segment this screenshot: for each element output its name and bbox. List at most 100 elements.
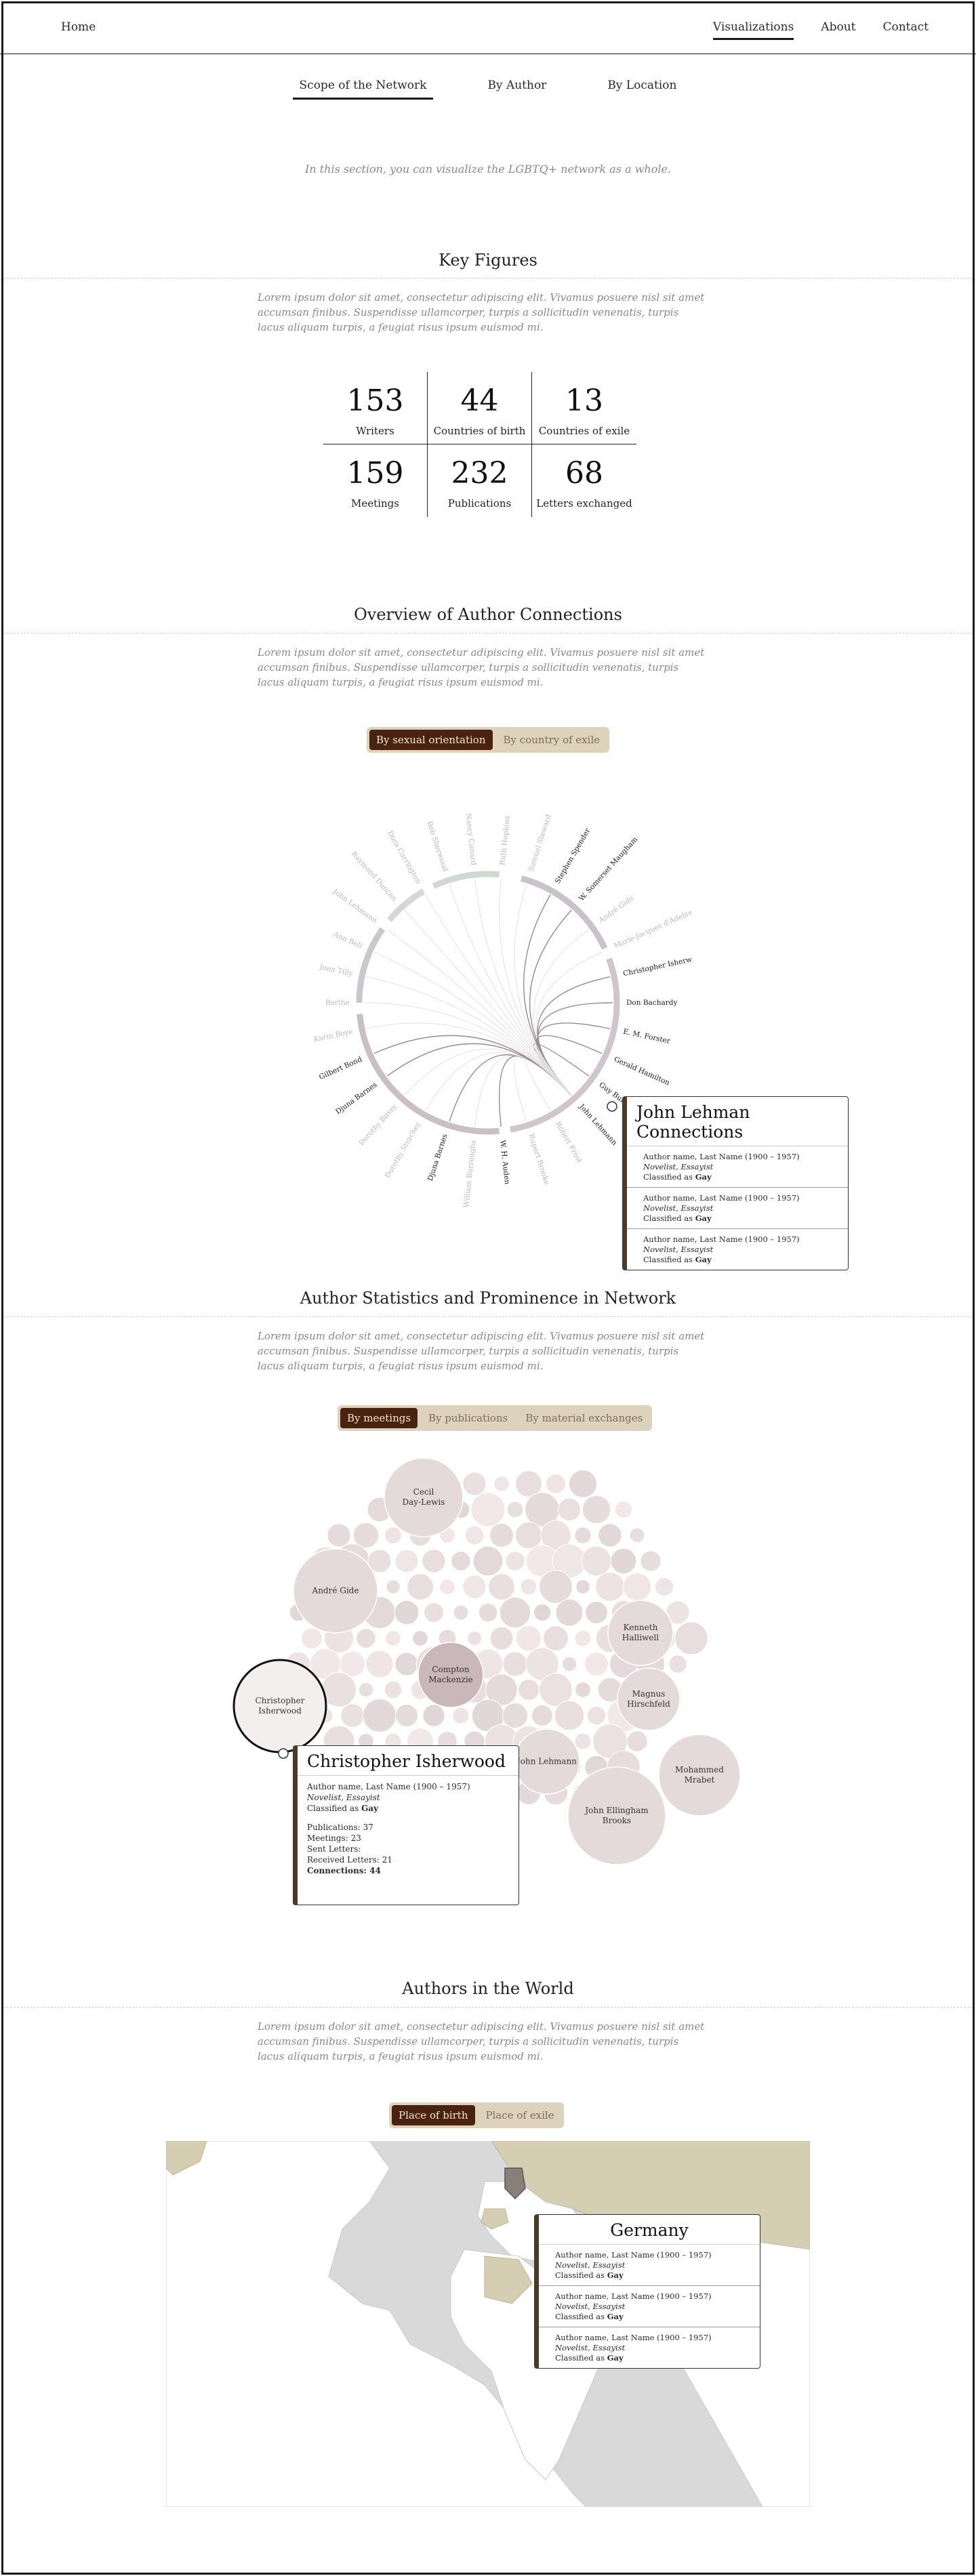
author-bubble[interactable] bbox=[581, 1545, 612, 1577]
author-bubble[interactable] bbox=[506, 1501, 524, 1518]
chord-author-label[interactable]: Dorothy Bussy bbox=[357, 1103, 399, 1148]
toggle-by-country-of-exile[interactable]: By country of exile bbox=[503, 734, 601, 746]
author-bubble[interactable] bbox=[640, 1550, 662, 1572]
author-bubble[interactable] bbox=[385, 1630, 401, 1646]
author-bubble[interactable] bbox=[489, 1522, 514, 1548]
chord-group-arc[interactable] bbox=[357, 1014, 500, 1135]
author-bubble[interactable] bbox=[531, 1704, 554, 1727]
author-bubble-named[interactable] bbox=[658, 1734, 741, 1816]
author-bubble[interactable] bbox=[595, 1572, 625, 1602]
author-bubble[interactable] bbox=[358, 1682, 374, 1698]
author-bubble[interactable] bbox=[352, 1522, 380, 1549]
chord-author-label[interactable]: John Lehmann bbox=[331, 887, 378, 925]
author-bubble[interactable] bbox=[462, 1472, 487, 1496]
toggle-by-publications[interactable]: By publications bbox=[428, 1412, 508, 1424]
author-bubble[interactable] bbox=[575, 1579, 590, 1594]
tab-by-location[interactable]: By Location bbox=[607, 79, 677, 92]
author-bubble[interactable] bbox=[301, 1627, 323, 1649]
author-bubble[interactable] bbox=[574, 1732, 592, 1750]
tab-by-author[interactable]: By Author bbox=[487, 79, 547, 92]
toggle-by-material-exchanges[interactable]: By material exchanges bbox=[525, 1412, 643, 1424]
chord-group-arc[interactable] bbox=[356, 927, 386, 1003]
nav-home-link[interactable]: Home bbox=[61, 20, 96, 34]
author-bubble[interactable] bbox=[598, 1523, 622, 1547]
chord-author-label[interactable]: E. M. Forster bbox=[622, 1028, 672, 1046]
author-bubble[interactable] bbox=[384, 1680, 403, 1699]
chord-author-label[interactable]: Samuel Steward bbox=[527, 813, 553, 872]
author-bubble[interactable] bbox=[582, 1495, 611, 1524]
author-bubble-named[interactable] bbox=[567, 1766, 666, 1865]
author-bubble[interactable] bbox=[451, 1551, 471, 1571]
author-bubble[interactable] bbox=[610, 1547, 637, 1575]
chord-author-label[interactable]: Raymond Duncan bbox=[350, 850, 399, 902]
chord-author-label[interactable]: André Gide bbox=[597, 894, 636, 926]
author-bubble[interactable] bbox=[367, 1549, 392, 1573]
chord-author-label[interactable]: William Burroughs bbox=[462, 1140, 477, 1208]
author-bubble[interactable] bbox=[575, 1682, 591, 1698]
toggle-place-of-birth[interactable]: Place of birth bbox=[392, 2105, 475, 2125]
author-bubble[interactable] bbox=[412, 1630, 428, 1646]
chord-author-label[interactable]: Gilbert Bond bbox=[318, 1055, 363, 1081]
chord-author-label[interactable]: Robert Frost bbox=[554, 1121, 584, 1165]
author-bubble[interactable] bbox=[339, 1650, 366, 1678]
author-bubble-named[interactable] bbox=[293, 1548, 378, 1634]
author-bubble[interactable] bbox=[422, 1549, 446, 1573]
author-bubble[interactable] bbox=[407, 1573, 434, 1600]
author-bubble[interactable] bbox=[452, 1707, 470, 1724]
author-bubble[interactable] bbox=[424, 1602, 444, 1623]
author-bubble[interactable] bbox=[394, 1600, 420, 1625]
author-bubble[interactable] bbox=[515, 1470, 542, 1497]
chord-author-label[interactable]: Gerald Hamilton bbox=[613, 1055, 671, 1087]
author-bubble[interactable] bbox=[386, 1579, 401, 1594]
author-bubble[interactable] bbox=[540, 1520, 571, 1551]
author-bubble[interactable] bbox=[514, 1521, 543, 1550]
author-bubble[interactable] bbox=[585, 1601, 608, 1624]
author-bubble[interactable] bbox=[488, 1573, 515, 1600]
author-bubble-named[interactable] bbox=[607, 1600, 674, 1666]
chord-author-label[interactable]: Ruth Hopkins bbox=[498, 816, 512, 866]
author-bubble[interactable] bbox=[493, 1476, 510, 1492]
author-bubble[interactable] bbox=[327, 1523, 351, 1547]
chord-author-label[interactable]: Berthe bbox=[325, 999, 350, 1007]
author-bubble[interactable] bbox=[574, 1526, 592, 1544]
toggle-place-of-exile[interactable]: Place of exile bbox=[485, 2109, 554, 2121]
author-bubble[interactable] bbox=[502, 1702, 529, 1729]
nav-link-contact[interactable]: Contact bbox=[882, 20, 929, 34]
chord-group-arc[interactable] bbox=[387, 888, 426, 922]
chord-author-label[interactable]: Dora Carrington bbox=[386, 829, 422, 885]
author-bubble[interactable] bbox=[520, 1578, 537, 1596]
author-bubble[interactable] bbox=[545, 1473, 567, 1495]
author-bubble[interactable] bbox=[485, 1674, 518, 1706]
chord-author-label[interactable]: W. Somerset Maugham bbox=[577, 835, 639, 902]
author-bubble[interactable] bbox=[574, 1629, 592, 1647]
map-country-selected[interactable] bbox=[504, 2167, 526, 2200]
author-bubble[interactable] bbox=[365, 1650, 394, 1678]
toggle-by-sexual-orientation[interactable]: By sexual orientation bbox=[369, 730, 493, 750]
author-bubble[interactable] bbox=[543, 1625, 569, 1651]
author-bubble[interactable] bbox=[439, 1579, 455, 1595]
chord-author-label[interactable]: Stephen Spender bbox=[554, 827, 592, 886]
author-bubble[interactable] bbox=[674, 1621, 708, 1655]
author-bubble[interactable] bbox=[515, 1625, 542, 1652]
chord-author-label[interactable]: Joan Tilly bbox=[318, 963, 353, 978]
author-bubble[interactable] bbox=[557, 1497, 582, 1522]
author-bubble[interactable] bbox=[555, 1598, 584, 1627]
author-bubble[interactable] bbox=[622, 1572, 652, 1602]
chord-author-label[interactable]: W. H. Auden bbox=[498, 1140, 511, 1185]
chord-group-arc[interactable] bbox=[432, 871, 500, 889]
author-bubble-named[interactable] bbox=[418, 1642, 484, 1708]
author-bubble[interactable] bbox=[654, 1577, 674, 1597]
author-bubble[interactable] bbox=[395, 1704, 418, 1727]
chord-author-label[interactable]: Dorothy Strachey bbox=[384, 1121, 422, 1180]
chord-author-label[interactable]: Bob Sherwood bbox=[425, 820, 449, 873]
author-bubble[interactable] bbox=[384, 1526, 402, 1544]
author-bubble[interactable] bbox=[464, 1525, 485, 1545]
author-bubble[interactable] bbox=[321, 1672, 357, 1707]
chord-author-label[interactable]: Ann Bell bbox=[331, 930, 364, 951]
author-bubble[interactable] bbox=[629, 1527, 645, 1543]
author-bubble[interactable] bbox=[489, 1626, 514, 1650]
tab-scope-of-network[interactable]: Scope of the Network bbox=[292, 79, 434, 100]
author-bubble[interactable] bbox=[462, 1575, 487, 1599]
author-bubble[interactable] bbox=[539, 1570, 573, 1604]
chord-author-label[interactable]: Djuna Barnes bbox=[426, 1133, 449, 1182]
